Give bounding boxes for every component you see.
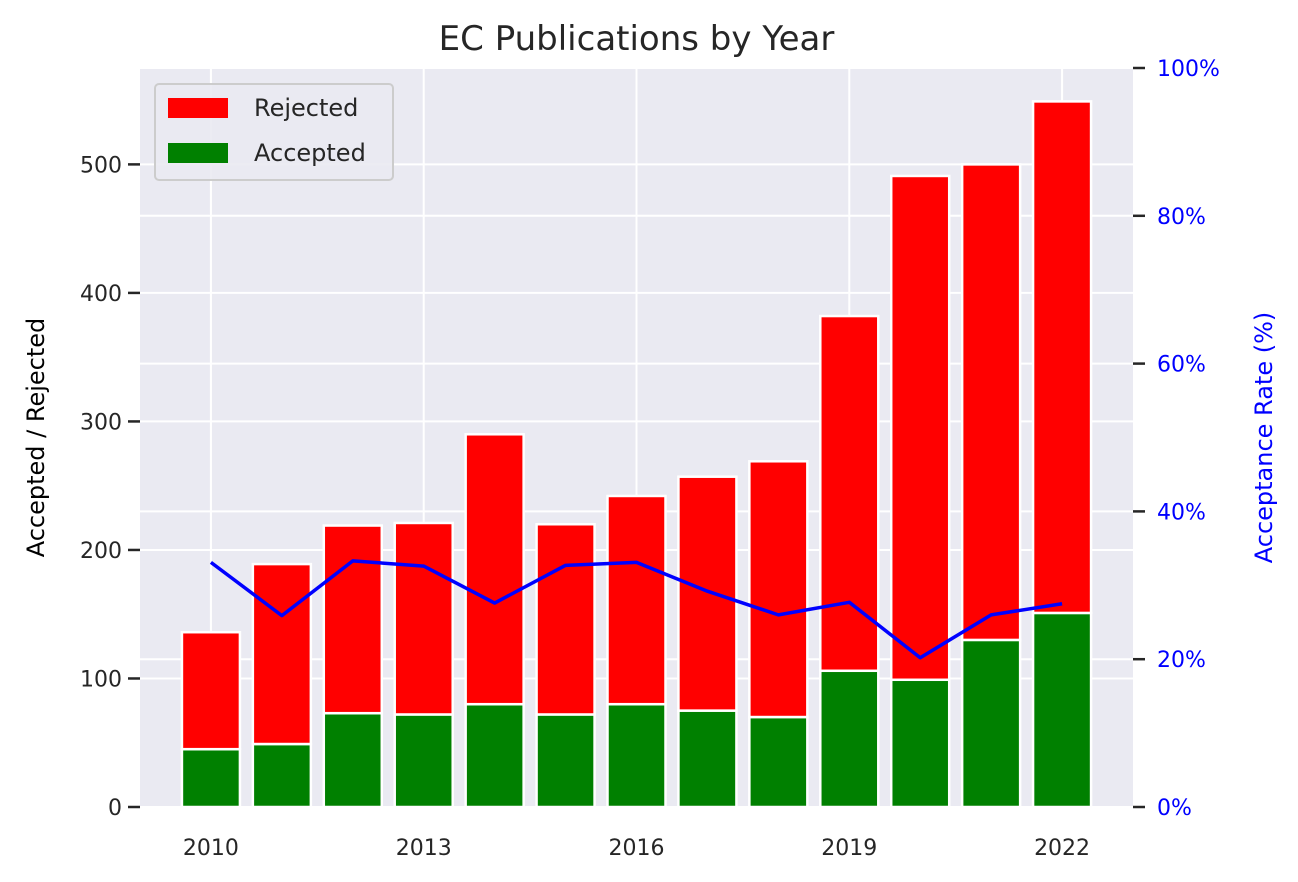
bar-rejected: [606, 494, 667, 706]
bar-accepted: [393, 713, 454, 809]
y2-axis-label: Acceptance Rate (%): [1250, 312, 1278, 564]
legend-swatch-accepted: [168, 143, 228, 163]
bar-rejected: [960, 163, 1022, 642]
y2-tick-label: 60%: [1157, 353, 1206, 378]
bar-rejected: [322, 524, 384, 715]
bar-accepted: [251, 742, 313, 809]
bar-accepted: [535, 713, 596, 809]
axes: 0 100 200 300 400 500 0% 20% 40% 60% 80% 100% 2010 20…: [80, 57, 1220, 861]
y2-tick-label: 0%: [1157, 796, 1192, 821]
bars: [180, 100, 1093, 809]
acceptance-rate-line-layer: [209, 559, 1063, 660]
bar-rejected: [251, 562, 313, 746]
bar-rejected: [180, 630, 242, 751]
y2-tick-label: 100%: [1157, 57, 1220, 82]
bar-rejected: [1031, 100, 1093, 615]
bar-rejected: [748, 460, 809, 719]
bar-accepted: [889, 678, 951, 809]
y-tick-label: 0: [108, 796, 122, 821]
bar-accepted: [1031, 611, 1093, 809]
bar-accepted: [677, 709, 738, 809]
bar-accepted: [464, 702, 525, 809]
bar-accepted: [748, 715, 809, 809]
bar-accepted: [322, 711, 384, 809]
y-tick-label: 500: [80, 153, 122, 178]
x-tick-label: 2022: [1034, 836, 1090, 861]
y2-tick-label: 40%: [1157, 500, 1206, 525]
legend-swatch-rejected: [168, 98, 228, 118]
bar-rejected: [889, 174, 951, 682]
bar-rejected: [535, 523, 596, 716]
bar-rejected: [819, 314, 880, 673]
y2-tick-label: 20%: [1157, 648, 1206, 673]
bar-accepted: [819, 669, 880, 809]
y-tick-label: 300: [80, 410, 122, 435]
y-axis-label: Accepted / Rejected: [22, 318, 50, 558]
y-tick-label: 400: [80, 282, 122, 307]
legend-label-accepted: Accepted: [254, 139, 366, 167]
bar-accepted: [606, 702, 667, 809]
y2-tick-label: 80%: [1157, 205, 1206, 230]
x-tick-label: 2010: [183, 836, 239, 861]
acceptance-rate-line: [209, 559, 1063, 660]
y-tick-label: 100: [80, 667, 122, 692]
bar-rejected: [393, 521, 454, 716]
bar-accepted: [960, 638, 1022, 809]
x-tick-label: 2016: [609, 836, 665, 861]
legend-label-rejected: Rejected: [254, 94, 358, 122]
bar-rejected: [677, 475, 738, 712]
x-tick-label: 2019: [821, 836, 877, 861]
x-tick-label: 2013: [396, 836, 452, 861]
bar-rejected: [464, 433, 525, 706]
bar-accepted: [180, 747, 242, 809]
chart-title: EC Publications by Year: [439, 19, 835, 59]
legend: Rejected Accepted: [154, 83, 394, 181]
y-tick-label: 200: [80, 539, 122, 564]
